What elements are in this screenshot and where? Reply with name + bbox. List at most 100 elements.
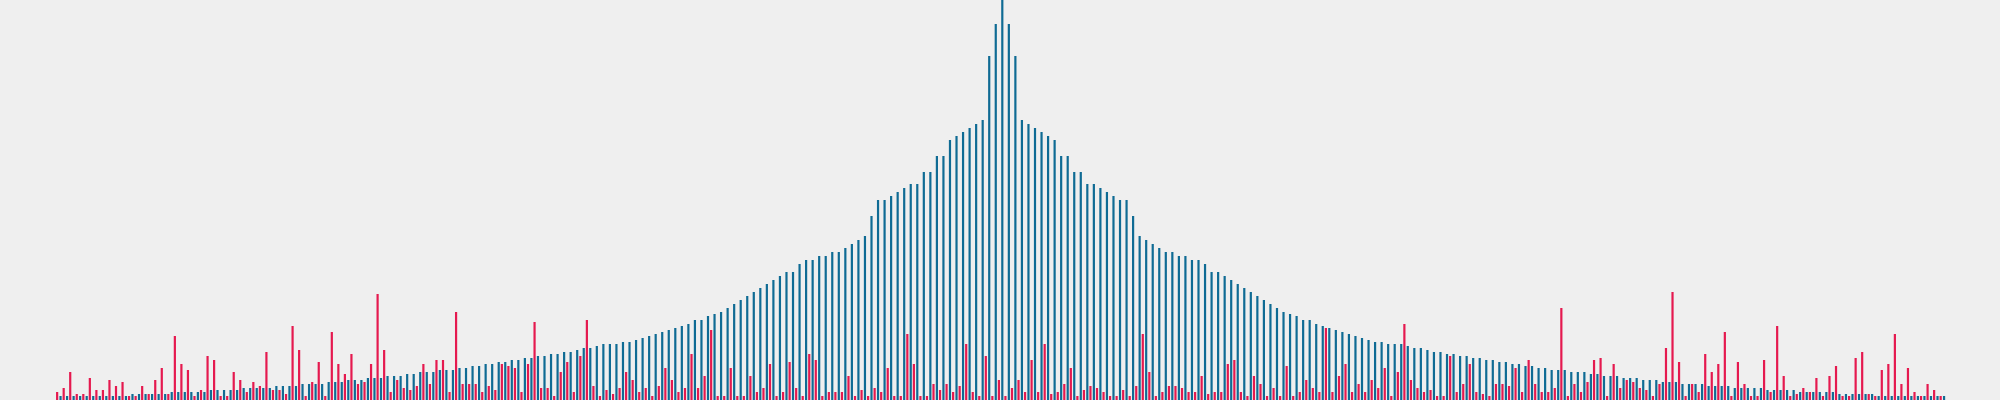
bar bbox=[105, 396, 108, 400]
bar bbox=[948, 140, 952, 400]
bar bbox=[961, 132, 965, 400]
bar bbox=[1753, 388, 1756, 400]
bar bbox=[1383, 368, 1386, 400]
bar bbox=[530, 358, 533, 400]
bar bbox=[1380, 342, 1383, 400]
bar bbox=[1082, 390, 1086, 400]
bar bbox=[494, 390, 497, 400]
bar bbox=[768, 364, 772, 400]
bar bbox=[278, 390, 281, 400]
bar bbox=[62, 388, 65, 400]
bar bbox=[605, 390, 608, 400]
bar bbox=[478, 366, 481, 400]
bar bbox=[190, 392, 193, 400]
bar bbox=[1001, 0, 1004, 400]
bar bbox=[736, 396, 739, 400]
bar bbox=[1884, 396, 1887, 400]
bar bbox=[389, 392, 392, 400]
bar bbox=[890, 196, 893, 400]
bar bbox=[844, 248, 847, 400]
bar bbox=[1661, 382, 1664, 400]
bar bbox=[853, 396, 857, 400]
bar bbox=[1226, 364, 1229, 400]
bar bbox=[834, 392, 837, 400]
bar bbox=[759, 288, 762, 400]
bar bbox=[1370, 380, 1373, 400]
bar bbox=[330, 332, 333, 400]
bar bbox=[249, 388, 252, 400]
bar bbox=[101, 390, 105, 400]
bar bbox=[1707, 386, 1710, 400]
bar bbox=[1302, 320, 1305, 400]
bar bbox=[65, 396, 69, 400]
bar bbox=[945, 384, 948, 400]
bar bbox=[860, 390, 863, 400]
bar bbox=[726, 308, 729, 400]
bar bbox=[1269, 304, 1272, 400]
bar bbox=[582, 348, 585, 400]
bar bbox=[1465, 356, 1468, 400]
bar bbox=[1563, 370, 1566, 400]
bar bbox=[170, 392, 173, 400]
bar bbox=[1262, 300, 1265, 400]
bar bbox=[510, 360, 513, 400]
bar bbox=[1053, 140, 1056, 400]
bar bbox=[1854, 358, 1857, 400]
bar bbox=[1164, 252, 1167, 400]
bar bbox=[1723, 332, 1726, 400]
bar bbox=[867, 396, 870, 400]
bar bbox=[1720, 386, 1723, 400]
bar bbox=[1203, 264, 1207, 400]
bar bbox=[811, 260, 814, 400]
bar bbox=[1406, 346, 1409, 400]
bar bbox=[988, 56, 991, 400]
bar bbox=[611, 394, 615, 400]
bar bbox=[733, 304, 736, 400]
bar bbox=[1200, 376, 1203, 400]
bar bbox=[1105, 192, 1109, 400]
bar bbox=[1759, 388, 1763, 400]
bar bbox=[1638, 388, 1641, 400]
bar bbox=[795, 388, 798, 400]
bar bbox=[791, 272, 795, 400]
bar bbox=[1239, 392, 1242, 400]
bar bbox=[1815, 378, 1818, 400]
bar bbox=[1799, 392, 1802, 400]
bar bbox=[628, 342, 631, 400]
bar bbox=[1037, 392, 1040, 400]
bar bbox=[1292, 396, 1295, 400]
bar bbox=[1786, 390, 1789, 400]
bar bbox=[1171, 252, 1174, 400]
bar bbox=[1350, 392, 1354, 400]
bar bbox=[1184, 256, 1187, 400]
bar bbox=[634, 340, 638, 400]
bar bbox=[1655, 380, 1658, 400]
bar bbox=[281, 386, 284, 400]
bar bbox=[805, 260, 808, 400]
bar bbox=[1762, 360, 1766, 400]
bar bbox=[134, 396, 137, 400]
bar bbox=[193, 396, 196, 400]
bar bbox=[1491, 360, 1494, 400]
bar bbox=[638, 392, 641, 400]
bar bbox=[683, 388, 687, 400]
bar bbox=[1337, 376, 1341, 400]
bar bbox=[1328, 328, 1331, 400]
bar bbox=[334, 382, 337, 400]
bar bbox=[111, 396, 114, 400]
bar bbox=[723, 396, 726, 400]
bar bbox=[474, 384, 477, 400]
bar bbox=[445, 370, 448, 400]
bar bbox=[1592, 360, 1596, 400]
bar bbox=[598, 396, 602, 400]
bar bbox=[441, 360, 445, 400]
bar bbox=[337, 364, 340, 400]
bar bbox=[1602, 376, 1606, 400]
bar bbox=[213, 360, 216, 400]
bar bbox=[177, 392, 180, 400]
bar bbox=[1459, 356, 1462, 400]
bar bbox=[1387, 344, 1390, 400]
bar bbox=[1789, 396, 1792, 400]
bar bbox=[1926, 384, 1929, 400]
bar bbox=[1073, 172, 1076, 400]
